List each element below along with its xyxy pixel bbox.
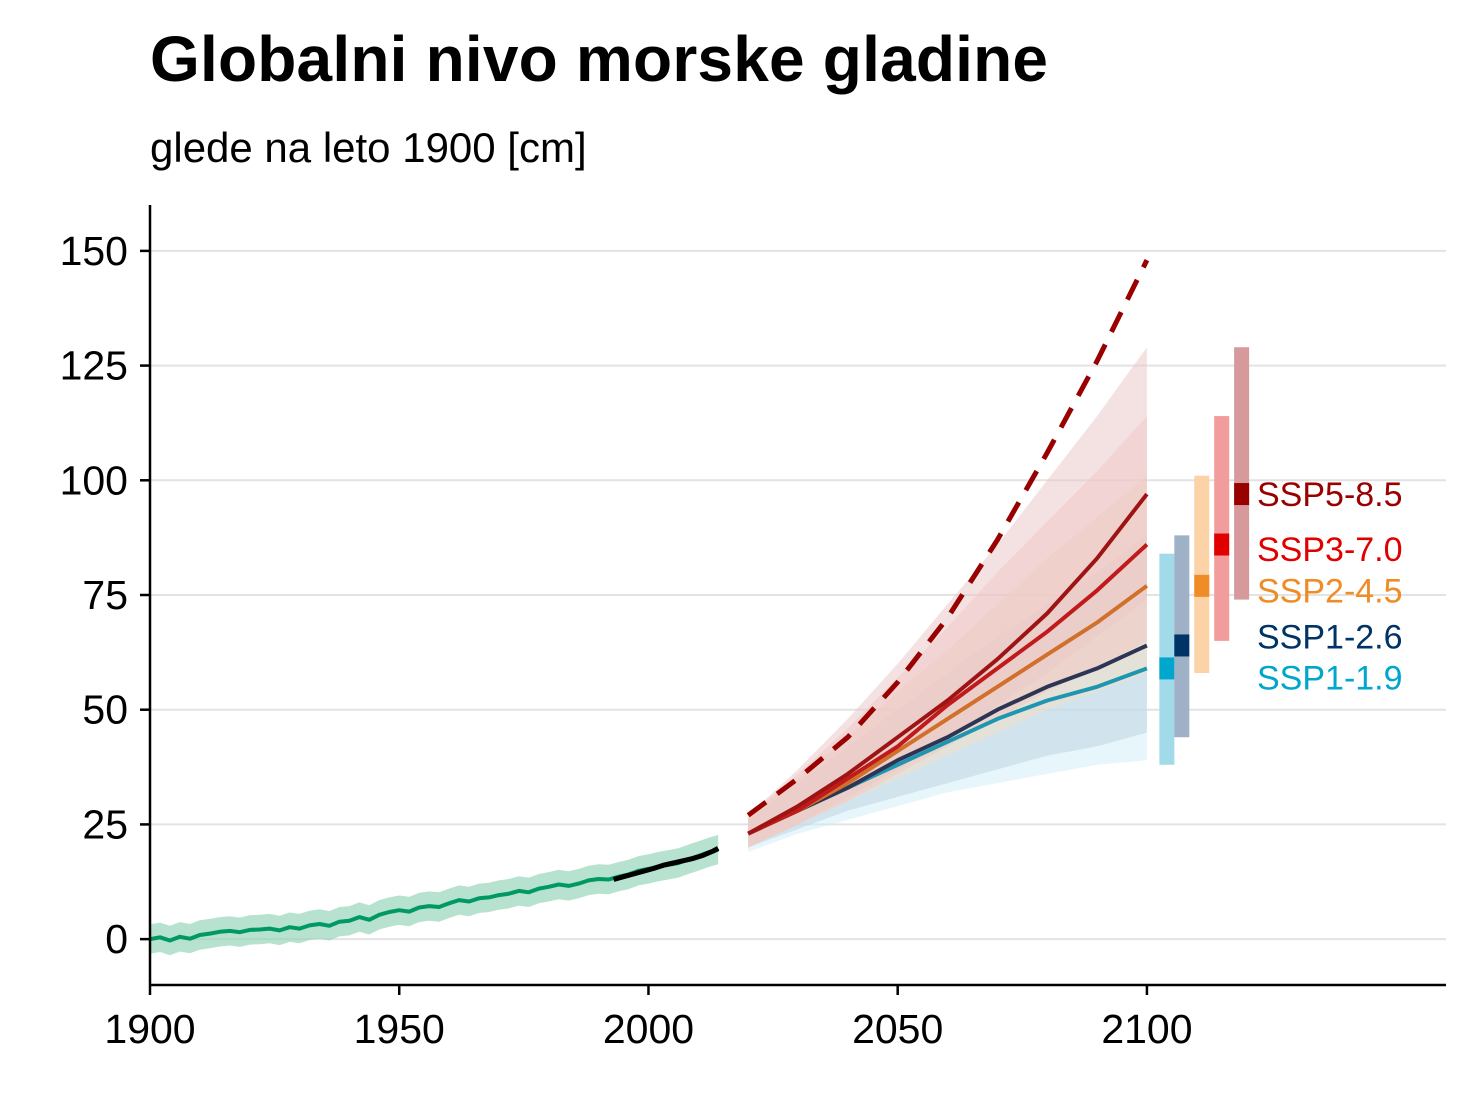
x-tick-label-2100: 2100 <box>1101 1006 1192 1052</box>
chart-subtitle: glede na leto 1900 [cm] <box>150 124 587 171</box>
x-tick-label-1900: 1900 <box>104 1006 195 1052</box>
y-tick-label-75: 75 <box>82 572 128 618</box>
line-high-end-ssp5-8-5 <box>746 258 1150 818</box>
scenario-label-ssp1-2-6: SSP1-2.6 <box>1257 618 1403 656</box>
y-tick-label-100: 100 <box>60 457 128 503</box>
y-tick-label-25: 25 <box>82 801 128 847</box>
grid-lines <box>150 249 1446 941</box>
range-median-ssp3-7-0 <box>1214 533 1230 556</box>
range-median-ssp1-2-6 <box>1174 634 1190 657</box>
uncertainty-bands <box>150 347 1147 956</box>
x-tick-label-2000: 2000 <box>603 1006 694 1052</box>
line-ssp3-7-0 <box>747 543 1149 836</box>
scenario-label-ssp1-1-9: SSP1-1.9 <box>1257 660 1403 698</box>
y-tick-label-50: 50 <box>82 687 128 733</box>
scenario-label-ssp3-7-0: SSP3-7.0 <box>1257 531 1403 569</box>
y-tick-label-150: 150 <box>60 228 128 274</box>
series-lines <box>150 258 1150 943</box>
x-tick-label-2050: 2050 <box>852 1006 943 1052</box>
range-bar-ssp3-7-0 <box>1214 416 1230 641</box>
scenario-label-ssp2-4-5: SSP2-4.5 <box>1257 572 1403 610</box>
y-tick-label-0: 0 <box>105 916 128 962</box>
line-ssp5-8-5 <box>747 492 1149 836</box>
y-tick-label-125: 125 <box>60 343 128 389</box>
band-ssp5-8-5 <box>748 347 1147 848</box>
range-bar-ssp5-8-5 <box>1234 347 1250 600</box>
chart-title: Globalni nivo morske gladine <box>150 23 1049 95</box>
range-median-ssp5-8-5 <box>1234 483 1250 506</box>
axis-ticks: 0 25 50 75 100 125 150 1900 1950 2000 2050 2100 <box>60 228 1193 1052</box>
range-bar-ssp2-4-5 <box>1194 475 1210 673</box>
observed-uncertainty-band <box>150 835 719 956</box>
ranges-2100 <box>1159 347 1250 765</box>
x-tick-label-1950: 1950 <box>354 1006 445 1052</box>
satellite-line <box>612 846 720 882</box>
scenario-label-ssp5-8-5: SSP5-8.5 <box>1257 476 1403 514</box>
range-median-ssp1-1-9 <box>1159 657 1175 680</box>
range-median-ssp2-4-5 <box>1194 574 1210 597</box>
